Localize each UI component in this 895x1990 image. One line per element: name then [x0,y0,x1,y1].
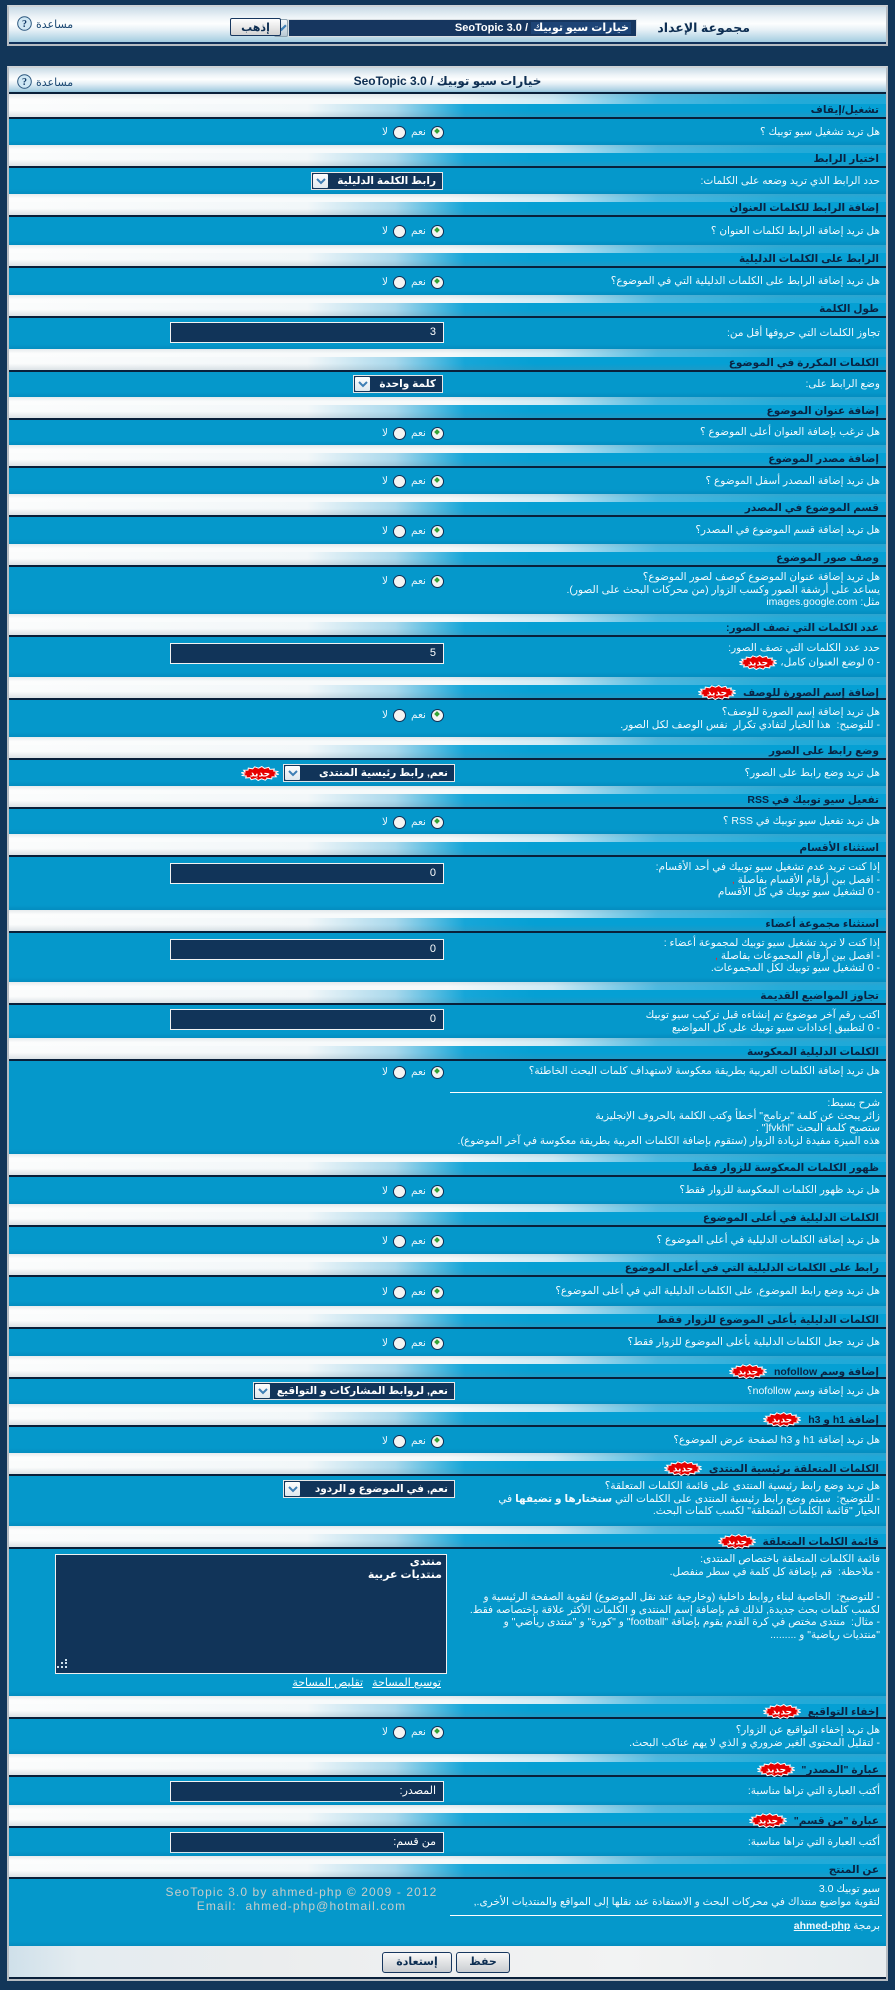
svg-text:جديد: جديد [738,1367,758,1377]
svg-text:جديد: جديد [748,657,768,667]
svg-text:جديد: جديد [673,1464,693,1474]
svg-text:جديد: جديد [772,1707,792,1717]
svg-text:جديد: جديد [765,1765,785,1775]
svg-text:جديد: جديد [726,1537,746,1547]
svg-text:?: ? [22,19,27,30]
svg-text:جديد: جديد [707,688,727,698]
svg-text:جديد: جديد [772,1415,792,1425]
svg-text:جديد: جديد [758,1816,778,1826]
svg-text:جديد: جديد [250,769,270,779]
svg-text:?: ? [22,77,27,88]
